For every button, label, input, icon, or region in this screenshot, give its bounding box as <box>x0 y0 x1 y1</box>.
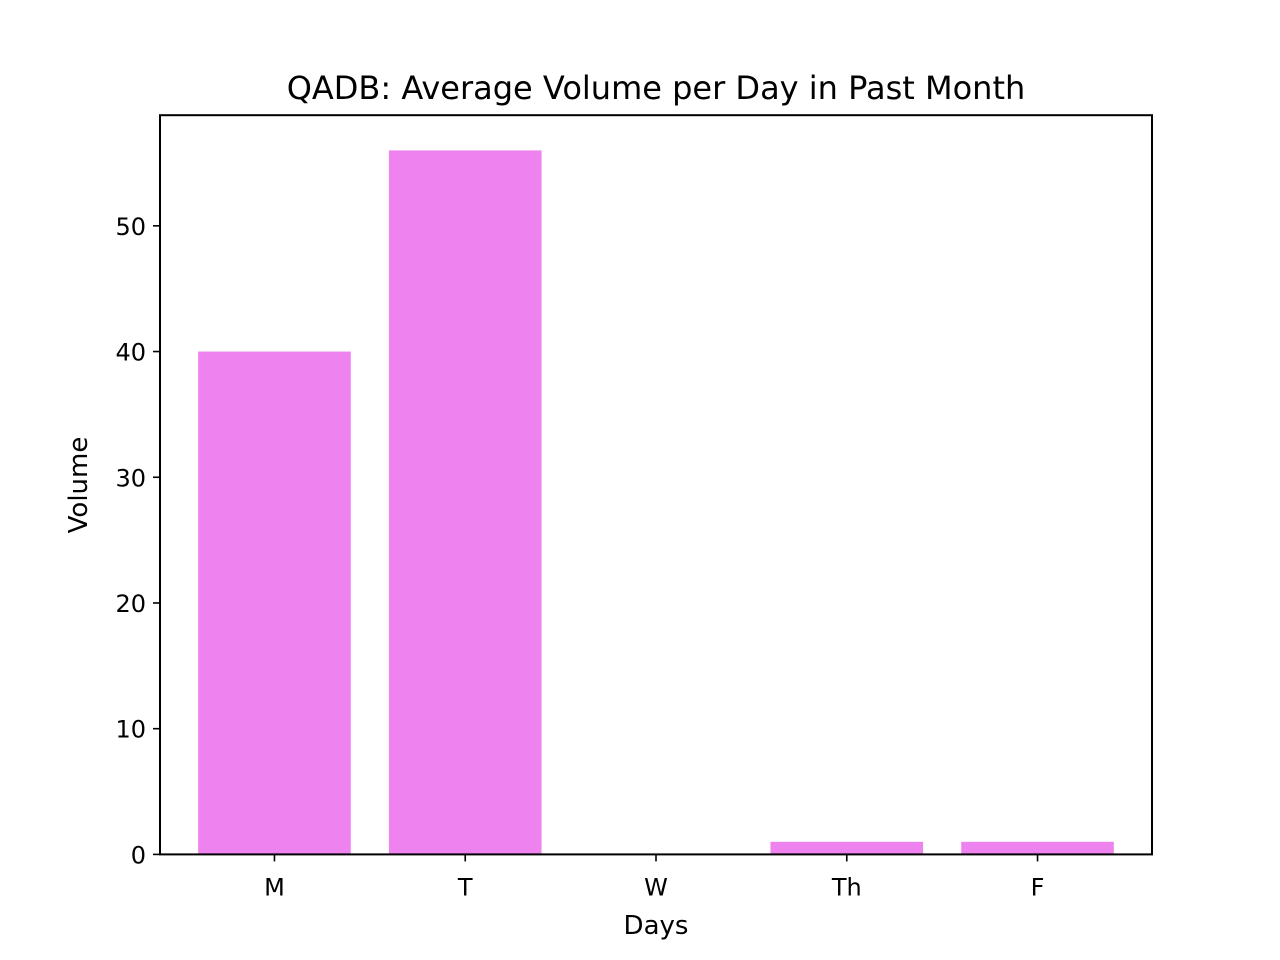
y-axis: 0 10 20 30 40 50 <box>115 213 160 869</box>
x-tick-label-t: T <box>457 873 473 901</box>
x-tick-label-m: M <box>264 873 285 901</box>
y-tick-label-30: 30 <box>115 464 146 492</box>
x-tick-label-w: W <box>644 873 668 901</box>
x-axis: M T W Th F <box>264 854 1044 901</box>
bar-m <box>198 351 351 855</box>
y-tick-label-50: 50 <box>115 213 146 241</box>
bars-group <box>198 150 1114 855</box>
y-tick-label-0: 0 <box>131 841 146 869</box>
y-axis-label: Volume <box>64 437 94 534</box>
y-tick-label-20: 20 <box>115 590 146 618</box>
chart-title: QADB: Average Volume per Day in Past Mon… <box>287 69 1026 107</box>
x-tick-label-f: F <box>1031 873 1045 901</box>
x-axis-label: Days <box>624 911 689 941</box>
bar-t <box>388 150 542 855</box>
y-tick-label-10: 10 <box>115 716 146 744</box>
bar-th <box>770 841 924 855</box>
x-tick-label-th: Th <box>831 873 862 901</box>
bar-f <box>961 841 1114 855</box>
y-tick-label-40: 40 <box>115 339 146 367</box>
